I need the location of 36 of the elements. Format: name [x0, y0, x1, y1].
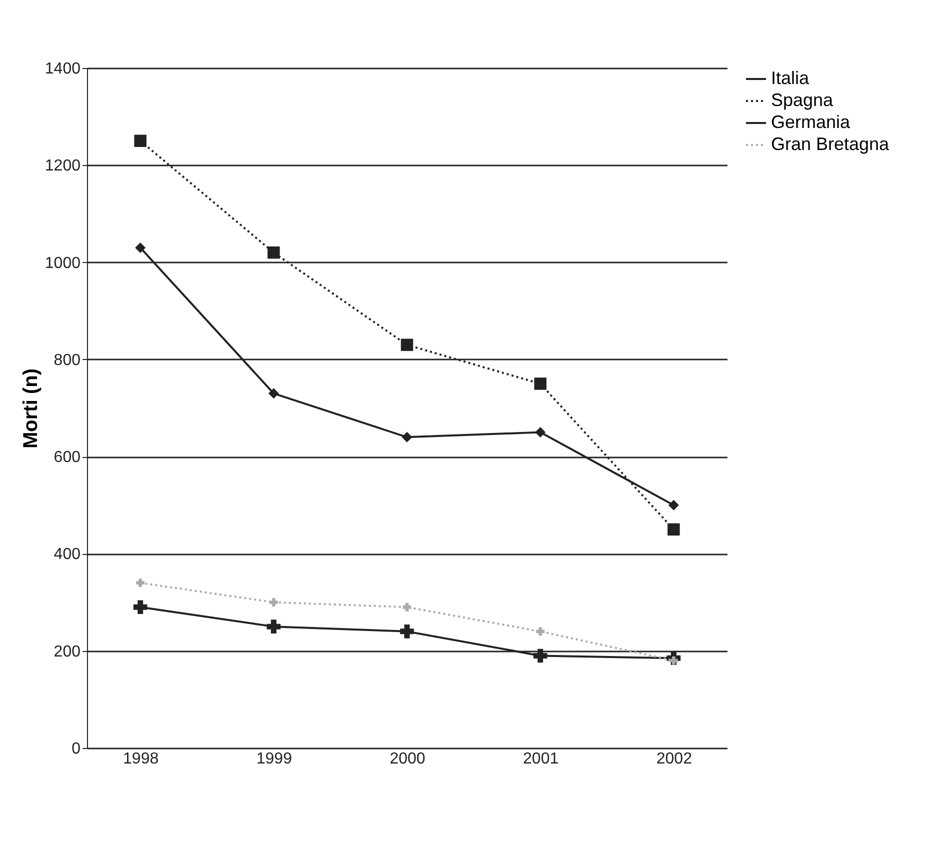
point — [400, 338, 414, 351]
y-tick-label: 200 — [54, 643, 81, 660]
point — [268, 246, 280, 259]
point — [133, 600, 148, 614]
point — [268, 388, 279, 399]
point — [668, 523, 680, 536]
y-tick-label: 1200 — [44, 158, 81, 175]
x-tick-label: 2001 — [523, 750, 559, 768]
point — [402, 432, 412, 442]
x-tick-label: 2002 — [656, 750, 692, 768]
legend-label: Germania — [771, 112, 852, 132]
y-tick-label: 1000 — [44, 254, 81, 272]
point — [534, 378, 546, 390]
point — [136, 578, 145, 588]
x-tick-label: 1999 — [256, 750, 292, 768]
point — [135, 242, 146, 253]
point — [400, 624, 414, 638]
point — [533, 648, 548, 663]
legend-label: Gran Bretagna — [771, 134, 890, 154]
y-tick-label: 1400 — [44, 60, 81, 78]
y-tick-label: 800 — [54, 352, 81, 369]
y-axis-title: Morti (n) — [20, 368, 42, 448]
y-tick-label: 400 — [54, 546, 81, 564]
y-tick-label: 0 — [72, 740, 81, 758]
point — [266, 620, 281, 634]
point — [269, 598, 278, 606]
point — [536, 627, 545, 636]
y-tick-label: 600 — [54, 449, 81, 466]
legend-label: Spagna — [771, 90, 834, 110]
x-tick-label: 1998 — [123, 750, 159, 768]
point — [134, 134, 146, 147]
point — [668, 500, 679, 510]
point — [402, 602, 412, 612]
point — [535, 427, 546, 438]
legend-label: Italia — [771, 68, 810, 88]
x-tick-label: 2000 — [390, 750, 426, 768]
